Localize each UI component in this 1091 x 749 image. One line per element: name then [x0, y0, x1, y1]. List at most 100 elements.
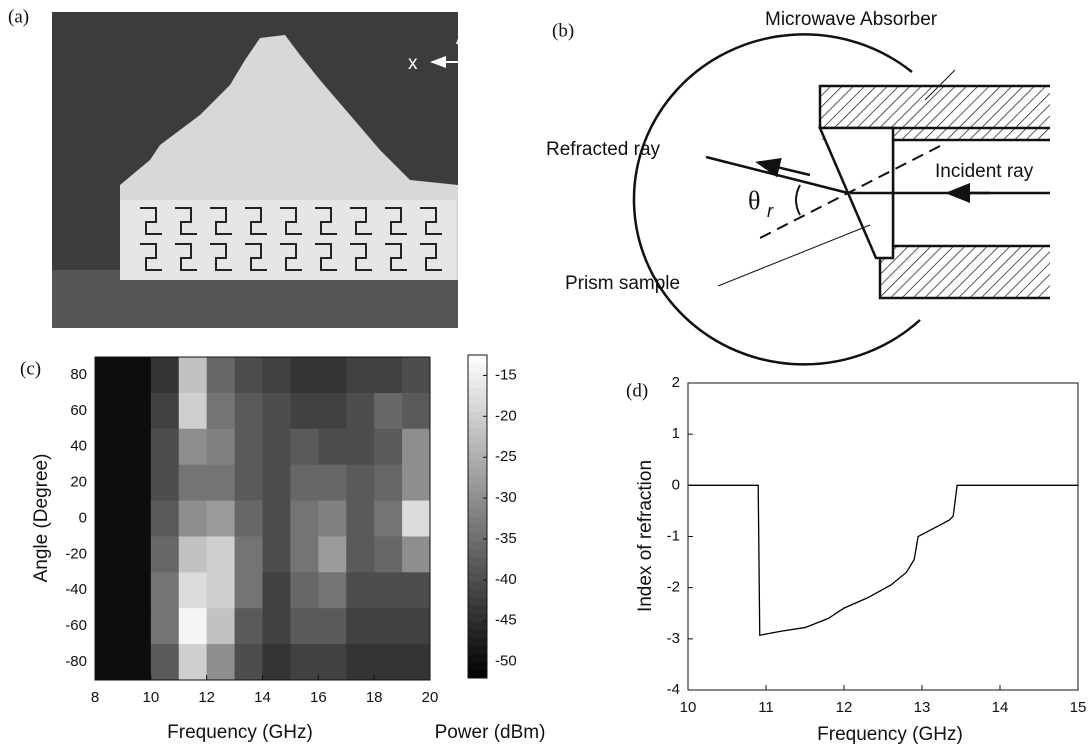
colorbar-band	[468, 516, 487, 526]
heat-cell	[206, 428, 236, 466]
x-tick-label: 20	[422, 689, 439, 706]
heat-cell	[402, 644, 431, 681]
y-tick-label: 20	[70, 474, 87, 491]
colorbar-band	[468, 532, 487, 542]
colorbar-band	[468, 355, 487, 364]
colorbar-tick-label: -15	[495, 366, 517, 383]
heat-cell	[290, 536, 319, 573]
y-tick-label: 60	[70, 402, 87, 419]
colorbar-band	[468, 573, 487, 582]
heat-cell	[150, 644, 180, 681]
heat-cell	[206, 644, 236, 681]
diagram	[632, 33, 1050, 366]
y-tick-label: -60	[65, 617, 87, 634]
axis-label: y	[482, 81, 492, 102]
heat-cell	[290, 464, 319, 502]
colorbar-band	[468, 468, 487, 477]
colorbar-band	[468, 661, 487, 671]
axis-label: z	[478, 17, 488, 38]
panel-label: (b)	[552, 20, 574, 41]
x-tick-label: 14	[254, 689, 271, 706]
colorbar-band	[468, 427, 487, 437]
y-tick-label: 40	[70, 438, 87, 455]
heat-cell	[290, 608, 319, 645]
heat-cell	[374, 608, 403, 645]
heat-cell	[402, 536, 431, 573]
y-tick-label: -20	[65, 545, 87, 562]
heat-cell	[178, 608, 208, 645]
heat-cell	[290, 428, 319, 466]
y-tick-label: -4	[667, 681, 680, 698]
x-tick-label: 14	[992, 699, 1009, 716]
panel-label: (c)	[20, 358, 41, 379]
heat-cell	[206, 392, 236, 430]
heat-cell	[318, 357, 347, 394]
heat-cell	[262, 536, 291, 573]
colorbar-band	[468, 411, 487, 421]
colorbar-band	[468, 395, 487, 404]
colorbar-band	[468, 605, 487, 614]
heat-cell	[150, 392, 180, 430]
heat-cell	[318, 464, 347, 502]
heat-cell	[346, 500, 375, 537]
colorbar-band	[468, 613, 487, 622]
plot-frame	[687, 382, 1079, 691]
heat-cell	[318, 500, 347, 537]
heat-cell	[290, 357, 319, 394]
y-tick-label: -3	[667, 630, 680, 647]
heat-cell	[290, 644, 319, 681]
heat-cell	[206, 572, 236, 609]
heat-cell	[150, 464, 180, 502]
heat-cell	[318, 572, 347, 609]
heat-cell	[402, 464, 431, 502]
x-tick-label: 12	[836, 699, 853, 716]
heat-cell	[346, 536, 375, 573]
heat-cell	[150, 536, 180, 573]
heat-cell	[374, 392, 403, 430]
colorbar-band	[468, 371, 487, 380]
x-tick-label: 13	[914, 699, 931, 716]
colorbar-band	[468, 597, 487, 606]
heat-cell	[402, 608, 431, 645]
colorbar-tick-label: -40	[495, 571, 517, 588]
colorbar-band	[468, 589, 487, 598]
heat-cell	[262, 357, 291, 394]
x-tick-label: 18	[366, 689, 383, 706]
diagram-label: Prism sample	[565, 273, 680, 294]
heat-cell	[150, 572, 180, 609]
diagram-label: Incident ray	[935, 161, 1034, 182]
colorbar-band	[468, 540, 487, 550]
y-tick-label: 1	[672, 425, 680, 442]
colorbar-band	[468, 629, 487, 639]
heat-cell	[402, 357, 431, 394]
heat-cell	[346, 572, 375, 609]
heat-cell	[346, 608, 375, 645]
colorbar-tick-label: -25	[495, 448, 517, 465]
x-tick-label: 12	[198, 689, 215, 706]
x-tick-label: 11	[758, 699, 774, 716]
heat-cell	[206, 464, 236, 502]
heat-cell	[150, 500, 180, 537]
heat-cell	[178, 392, 208, 430]
colorbar-band	[468, 548, 487, 558]
heat-cell	[122, 392, 152, 430]
diagram-label: Microwave Absorber	[765, 9, 938, 30]
x-tick-label: 10	[142, 689, 159, 706]
heat-cell	[374, 644, 403, 681]
y-tick-label: -1	[667, 527, 680, 544]
colorbar-band	[468, 564, 487, 574]
colorbar-tick-label: -50	[495, 653, 517, 670]
heat-cell	[374, 357, 403, 394]
colorbar-band	[468, 379, 487, 388]
heat-cell	[346, 392, 375, 430]
heat-cell	[178, 464, 208, 502]
y-tick-label: 80	[70, 366, 87, 383]
colorbar-band	[468, 387, 487, 396]
colorbar-band	[468, 459, 487, 469]
heat-cell	[234, 608, 263, 645]
heat-cell	[290, 392, 319, 430]
colorbar-band	[468, 508, 487, 517]
heat-cell	[234, 500, 263, 537]
heat-cell	[234, 572, 263, 609]
x-tick-label: 10	[680, 699, 697, 716]
